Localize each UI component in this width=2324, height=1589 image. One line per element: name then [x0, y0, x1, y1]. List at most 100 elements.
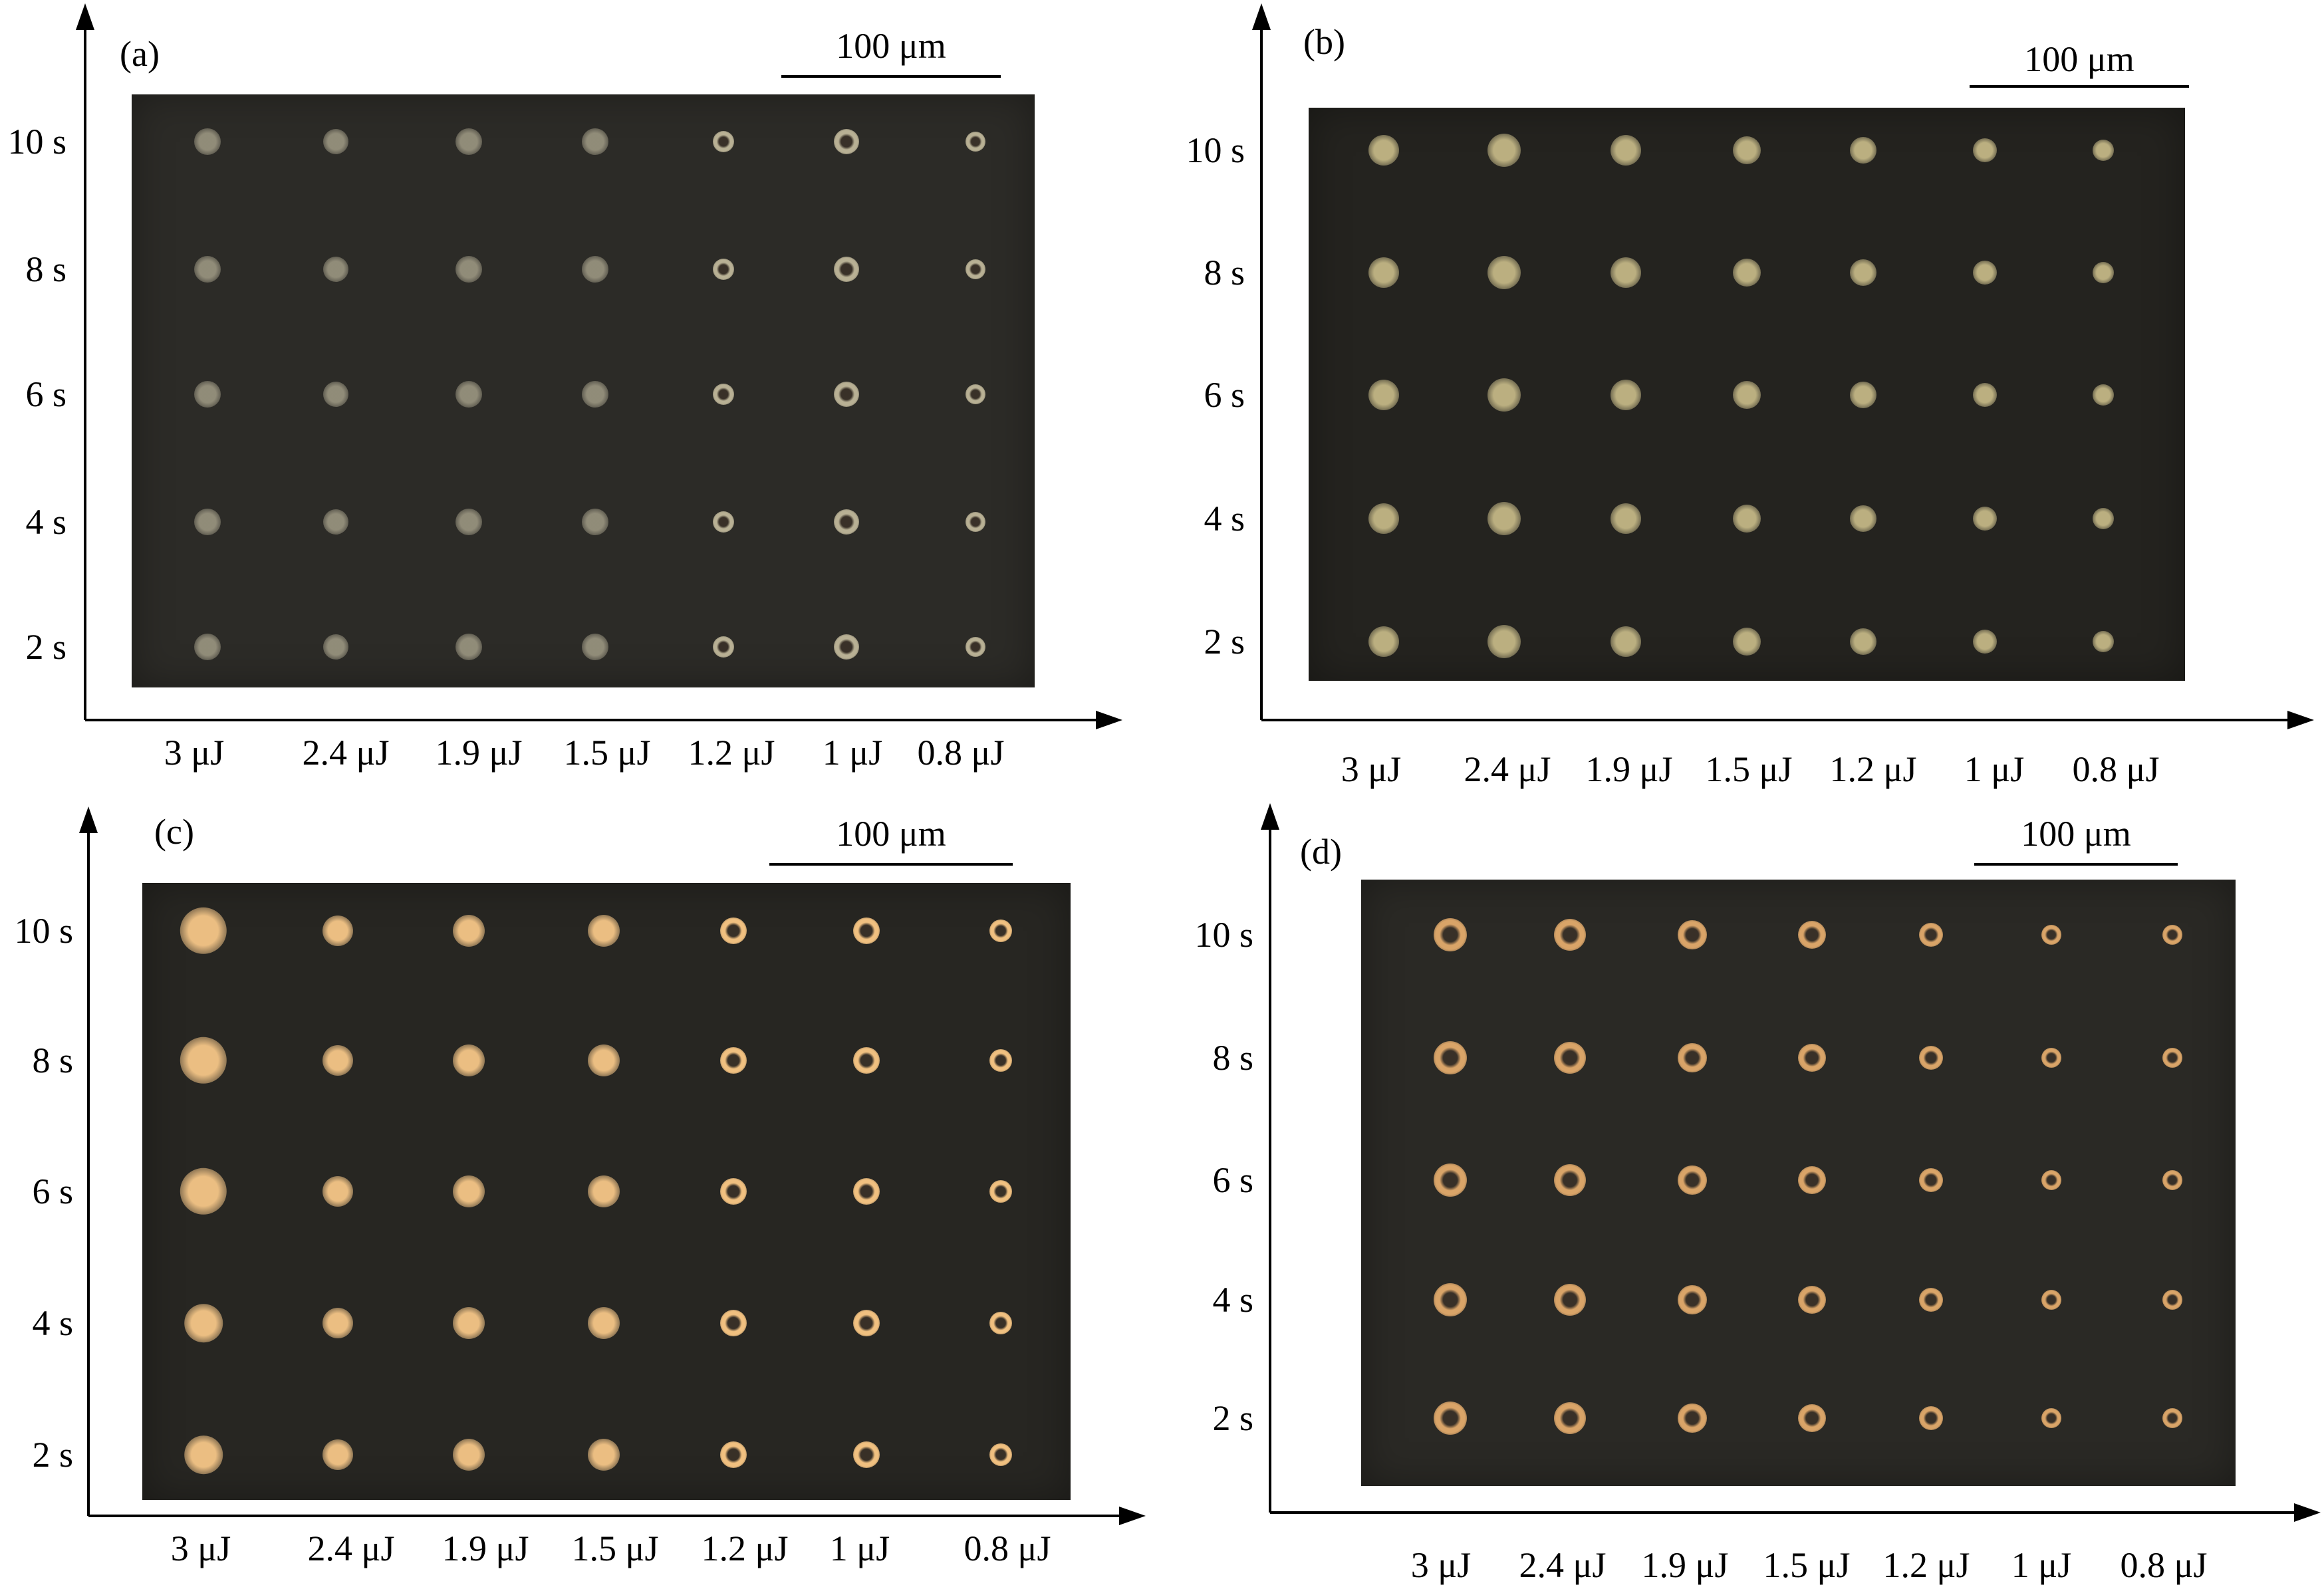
laser-spot [2041, 1048, 2061, 1068]
y-axis-label: 2 s [32, 1435, 73, 1475]
laser-spot [713, 511, 734, 533]
laser-spot [455, 128, 482, 155]
laser-spot [2093, 262, 2114, 283]
laser-spot [966, 512, 985, 532]
laser-spot [966, 132, 985, 152]
laser-spot [180, 907, 227, 955]
laser-spot [834, 129, 859, 154]
laser-spot [323, 1439, 353, 1470]
laser-spot [1733, 505, 1761, 533]
x-axis-label: 2.4 μJ [307, 1528, 395, 1568]
laser-spot [323, 257, 348, 282]
laser-spot [1919, 923, 1943, 947]
laser-spot [582, 256, 608, 283]
laser-spot [713, 384, 734, 405]
laser-spot [720, 917, 747, 944]
laser-spot [1368, 626, 1399, 657]
laser-spot [834, 509, 859, 535]
x-axis-label: 1.5 μJ [1705, 749, 1793, 789]
laser-spot [2093, 384, 2114, 406]
panel-c-axes [79, 806, 1146, 1525]
laser-spot [194, 509, 221, 535]
laser-spot [2162, 1408, 2182, 1428]
laser-spot [455, 509, 482, 535]
laser-spot [1487, 378, 1521, 412]
laser-spot [1973, 261, 1997, 285]
y-axis-label: 6 s [1204, 375, 1245, 415]
panel-d: (d) 100 μm 10 s 8 s 6 s 4 s 2 s 3 μJ 2.4 μJ 1.9… [1162, 794, 2324, 1589]
x-axis-label: 0.8 μJ [2072, 749, 2160, 789]
laser-spot [455, 634, 482, 660]
scale-bar-label: 100 μm [836, 814, 946, 854]
y-axis-label: 10 s [1186, 130, 1245, 170]
laser-spot [323, 1045, 353, 1076]
laser-spot [966, 259, 985, 279]
laser-spot [582, 128, 608, 155]
laser-spot [1733, 136, 1761, 164]
x-axis-label: 1.5 μJ [563, 733, 651, 773]
laser-spot [1487, 502, 1521, 535]
laser-spot [853, 1047, 880, 1074]
laser-spot [1733, 259, 1761, 287]
laser-spot [989, 1180, 1012, 1203]
laser-spot [989, 1312, 1012, 1334]
laser-spot [323, 1308, 353, 1338]
panel-label: (c) [154, 812, 194, 852]
laser-spot [1919, 1288, 1943, 1312]
laser-spot [323, 1176, 353, 1207]
laser-spot [323, 916, 353, 946]
laser-spot [1850, 628, 1876, 655]
x-axis-label: 2.4 μJ [302, 733, 390, 773]
laser-spot [323, 634, 348, 660]
x-axis-label: 1.9 μJ [1585, 749, 1673, 789]
laser-spot [453, 1439, 485, 1471]
laser-spot [989, 919, 1012, 942]
laser-spot [1850, 259, 1876, 286]
laser-spot [2162, 1048, 2182, 1068]
x-axis-label: 1.9 μJ [435, 733, 523, 773]
x-axis-label: 2.4 μJ [1519, 1545, 1607, 1585]
laser-spot [853, 917, 880, 944]
laser-spot [180, 1167, 227, 1215]
x-axis-label: 3 μJ [1410, 1545, 1472, 1585]
y-axis-label: 8 s [32, 1040, 73, 1080]
y-axis-label: 8 s [1204, 253, 1245, 293]
laser-spot [1554, 1042, 1586, 1074]
laser-spot [453, 1044, 485, 1076]
scale-bar [769, 863, 1013, 866]
laser-spot [989, 1443, 1012, 1466]
laser-spot [323, 382, 348, 407]
laser-spot [834, 382, 859, 407]
laser-spot [1434, 1283, 1467, 1316]
laser-spot [1798, 1404, 1826, 1432]
x-axis-label: 3 μJ [164, 733, 225, 773]
laser-spot [1678, 1285, 1707, 1314]
x-axis-label: 1.5 μJ [571, 1528, 659, 1568]
laser-spot [966, 637, 985, 657]
laser-spot [588, 1175, 620, 1207]
y-axis-label: 8 s [25, 249, 66, 289]
laser-spot [1733, 381, 1761, 409]
x-axis-label: 1.2 μJ [701, 1528, 789, 1568]
laser-spot [989, 1049, 1012, 1072]
y-axis-label: 4 s [1212, 1280, 1253, 1320]
scale-bar [781, 75, 1001, 78]
y-axis-label: 2 s [1204, 622, 1245, 662]
x-axis-label: 0.8 μJ [964, 1528, 1051, 1568]
y-axis-label: 4 s [25, 502, 66, 542]
laser-spot [1798, 1166, 1826, 1194]
laser-spot [1554, 1164, 1586, 1196]
laser-spot [834, 257, 859, 282]
laser-spot [853, 1310, 880, 1336]
laser-spot [720, 1441, 747, 1468]
laser-spot [323, 129, 348, 154]
laser-spot [2041, 1408, 2061, 1428]
laser-spot [1850, 382, 1876, 408]
scale-bar [1970, 85, 2189, 88]
laser-spot [1368, 503, 1399, 534]
panel-b-axes [1252, 3, 2314, 729]
laser-spot [1678, 920, 1707, 949]
laser-spot [1434, 1163, 1467, 1197]
x-axis-label: 1.2 μJ [688, 733, 775, 773]
laser-spot [713, 131, 734, 152]
